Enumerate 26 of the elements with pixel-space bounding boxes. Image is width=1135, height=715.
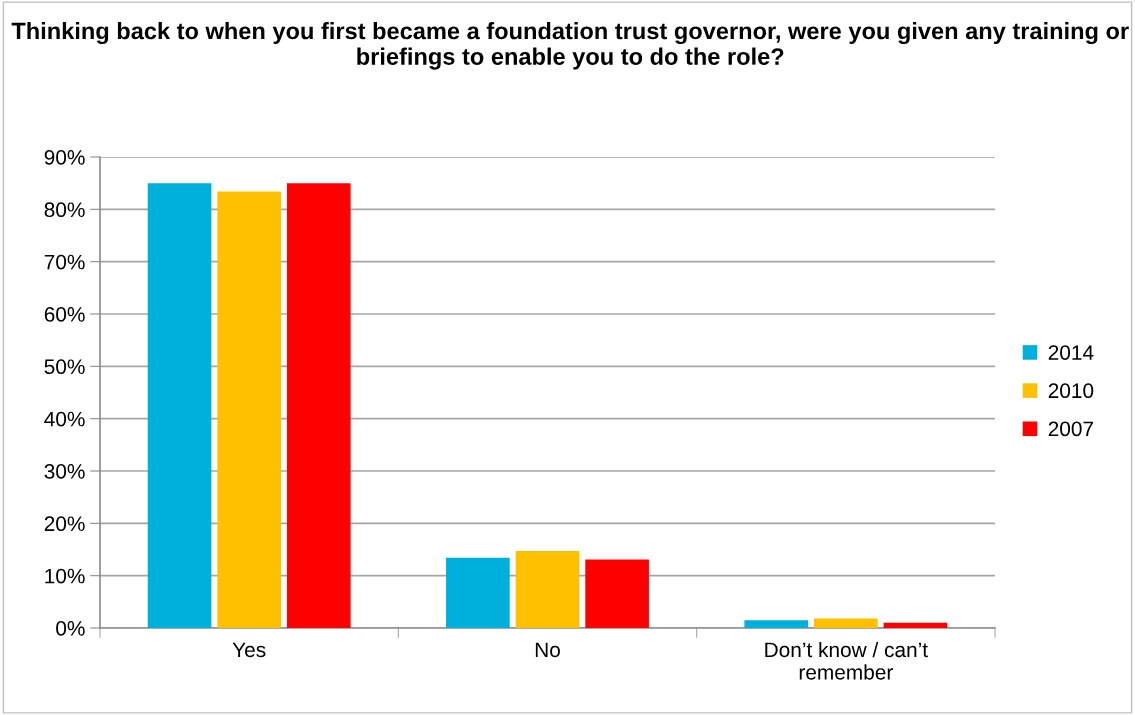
y-tick-label: 10% xyxy=(45,568,85,584)
y-tick-label: 20% xyxy=(44,516,85,532)
bar xyxy=(814,618,878,628)
y-tick-label: 0% xyxy=(56,621,85,636)
bar xyxy=(515,551,580,628)
x-tick-label: Yes xyxy=(232,642,266,658)
y-tick-label: 40% xyxy=(44,411,85,427)
legend-label: 2014 xyxy=(1048,345,1094,360)
y-tick-label: 30% xyxy=(44,464,85,479)
bar xyxy=(286,183,351,628)
y-tick-label: 60% xyxy=(44,307,85,322)
y-tick-label: 50% xyxy=(44,359,85,375)
bar xyxy=(744,620,809,628)
x-tick-label: Don’t know / can’t remember xyxy=(765,641,928,680)
x-tick-label: No xyxy=(535,642,560,658)
y-tick-label: 90% xyxy=(44,150,85,165)
bar xyxy=(883,622,948,628)
chart-title: Thinking back to when you first became a foundation trust governor, were you given any training or briefings to enable you to do the role? xyxy=(11,22,1129,70)
bar xyxy=(446,557,510,628)
legend-label: 2007 xyxy=(1048,421,1093,437)
bar xyxy=(585,559,649,628)
legend-label: 2010 xyxy=(1048,383,1094,399)
y-tick-label: 80% xyxy=(44,202,85,218)
y-tick-label: 70% xyxy=(44,254,85,270)
bar xyxy=(217,191,281,628)
bar xyxy=(147,183,212,628)
